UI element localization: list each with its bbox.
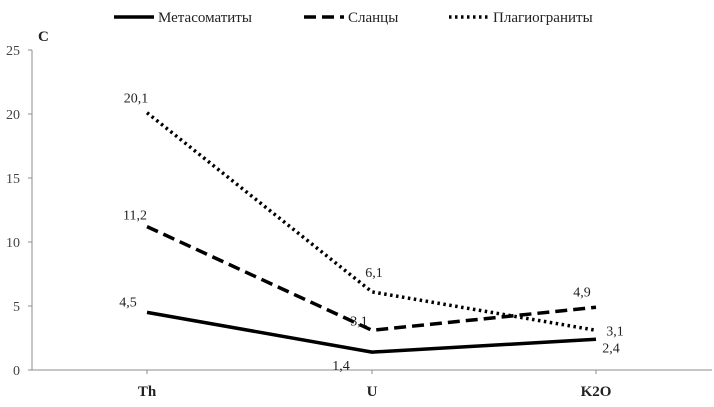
data-label: 1,4 [332,359,350,374]
data-label: 3,1 [606,324,624,339]
y-tick-label: 5 [13,300,20,315]
series-group [145,111,597,354]
series-line-0 [146,310,597,354]
x-tick-label: K2O [581,384,612,400]
y-tick-label: 0 [13,364,20,379]
data-labels: 4,5 1,4 2,4 11,2 3,1 4,9 20,1 6,1 3,1 [119,92,624,374]
x-tick-label: U [367,384,378,400]
data-label: 20,1 [124,92,149,107]
data-label: 6,1 [365,266,383,281]
y-tick-label: 20 [6,108,20,123]
data-label: 4,9 [573,285,591,300]
x-tick-label: Th [138,384,157,400]
legend-label: Метасоматиты [158,10,252,26]
data-label: 2,4 [602,341,620,356]
y-tick-label: 15 [6,172,20,187]
legend-label: Сланцы [348,10,398,26]
legend: Метасоматиты Сланцы Плагиограниты [114,10,593,26]
data-label: 4,5 [119,295,137,310]
axes: 0 5 10 15 20 25 Th U K2O [6,44,712,400]
series-line-1 [146,225,597,333]
y-tick-label: 10 [6,236,20,251]
y-axis-label: C [38,29,49,45]
y-tick-label: 25 [6,44,20,59]
data-label: 3,1 [350,314,368,329]
series-line-2 [145,111,597,333]
data-label: 11,2 [123,209,147,224]
legend-label: Плагиограниты [493,10,593,26]
